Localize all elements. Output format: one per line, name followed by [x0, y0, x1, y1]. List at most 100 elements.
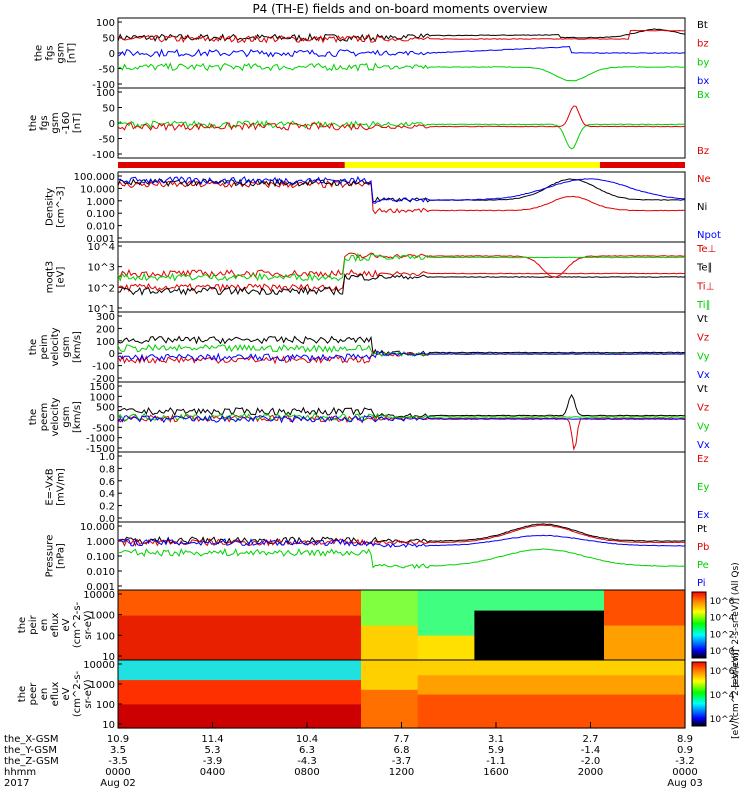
spectrogram-cell	[514, 684, 524, 690]
spectrogram-cell	[312, 684, 322, 690]
spectrogram-cell	[134, 605, 143, 611]
spectrogram-cell	[199, 669, 208, 676]
spectrogram-cell	[458, 615, 467, 621]
series-line	[117, 119, 686, 150]
spectrogram-cell	[150, 689, 160, 695]
spectrogram-cell	[531, 708, 540, 715]
spectrogram-cell	[344, 630, 354, 636]
spectrogram-cell	[417, 605, 427, 611]
spectrogram-cell	[579, 590, 589, 596]
spectrogram-cell	[190, 718, 200, 724]
spectrogram-cell	[142, 669, 151, 676]
spectrogram-cell	[215, 650, 224, 656]
spectrogram-cell	[190, 694, 200, 700]
spectrogram-cell	[182, 610, 192, 616]
spectrogram-cell	[361, 590, 370, 596]
spectrogram-cell	[166, 625, 176, 631]
spectrogram-cell	[660, 615, 670, 621]
spectrogram-cell	[247, 679, 257, 685]
y-tick-label: 10^1	[88, 304, 115, 315]
spectrogram-cell	[304, 625, 313, 631]
spectrogram-cell	[385, 664, 394, 671]
spectrogram-cell	[150, 723, 160, 729]
spectrogram-cell	[563, 689, 573, 695]
spectrogram-cell	[344, 684, 354, 690]
spectrogram-cell	[328, 679, 338, 685]
spectrogram-cell	[199, 610, 208, 616]
spectrogram-cell	[296, 640, 305, 646]
spectrogram-cell	[587, 718, 597, 724]
spectrogram-cell	[288, 679, 297, 685]
spectrogram-cell	[595, 713, 605, 719]
spectrogram-cell	[150, 669, 160, 676]
spectrogram-cell	[239, 703, 249, 710]
spectrogram-cell	[563, 660, 573, 666]
spectrogram-cell	[514, 669, 524, 676]
spectrogram-cell	[539, 605, 548, 611]
spectrogram-cell	[531, 664, 540, 671]
spectrogram-cell	[458, 610, 467, 616]
y-axis-label: moqt3	[45, 261, 56, 294]
spectrogram-cell	[636, 630, 646, 636]
spectrogram-cell	[271, 713, 281, 719]
spectrogram-cell	[166, 708, 176, 715]
spectrogram-cell	[628, 684, 637, 690]
spectrogram-cell	[652, 660, 662, 666]
spectrogram-cell	[393, 698, 403, 705]
spectrogram-cell	[442, 718, 451, 724]
spectrogram-cell	[336, 590, 346, 596]
spectrogram-cell	[636, 645, 646, 651]
spectrogram-cell	[563, 708, 573, 715]
spectrogram-cell	[442, 713, 451, 719]
panel-frame	[117, 521, 686, 591]
spectrogram-cell	[344, 635, 354, 641]
spectrogram-cell	[482, 713, 492, 719]
spectrogram-cell	[506, 600, 516, 606]
spectrogram-cell	[644, 645, 654, 651]
spectrogram-cell	[450, 679, 459, 685]
spectrogram-cell	[239, 635, 249, 641]
spectrogram-cell	[352, 655, 362, 661]
spectrogram-cell	[328, 694, 338, 700]
spectrogram-cell	[401, 694, 411, 700]
spectrogram-cell	[142, 718, 151, 724]
spectrogram-cell	[134, 708, 143, 715]
spectrogram-cell	[466, 708, 475, 715]
spectrogram-cell	[174, 694, 184, 700]
spectrogram-cell	[652, 625, 662, 631]
spectrogram-cell	[628, 718, 637, 724]
spectrogram-cell	[571, 595, 581, 601]
spectrogram-cell	[336, 655, 346, 661]
spectrogram-cell	[652, 590, 662, 596]
spectrogram-cell	[612, 595, 621, 601]
spectrogram-cell	[223, 590, 232, 596]
spectrogram-cell	[595, 698, 605, 705]
spectrogram-cell	[612, 600, 621, 606]
spectrogram-cell	[425, 669, 435, 676]
spectrogram-cell	[490, 664, 500, 671]
spectrogram-cell	[628, 713, 637, 719]
spectrogram-cell	[174, 605, 184, 611]
spectrogram-cell	[474, 684, 484, 690]
spectrogram-cell	[223, 694, 232, 700]
spectrogram-cell	[587, 640, 597, 646]
spectrogram-cell	[636, 640, 646, 646]
y-tick-label: 200	[96, 324, 115, 335]
spectrogram-cell	[215, 625, 224, 631]
series-line	[117, 28, 686, 43]
spectrogram-cell	[223, 669, 232, 676]
spectrogram-cell	[239, 674, 249, 681]
spectrogram-cell	[660, 650, 670, 656]
spectrogram-cell	[377, 630, 386, 636]
spectrogram-cell	[442, 610, 451, 616]
spectrogram-cell	[320, 625, 330, 631]
spectrogram-cell	[442, 674, 451, 681]
spectrogram-cell	[644, 595, 654, 601]
spectrogram-cell	[474, 689, 484, 695]
spectrogram-cell	[223, 650, 232, 656]
spectrogram-cell	[571, 620, 581, 626]
spectrogram-cell	[490, 635, 500, 641]
spectrogram-cell	[239, 660, 249, 666]
spectrogram-cell	[571, 600, 581, 606]
y-axis-label: [nT]	[72, 113, 83, 133]
